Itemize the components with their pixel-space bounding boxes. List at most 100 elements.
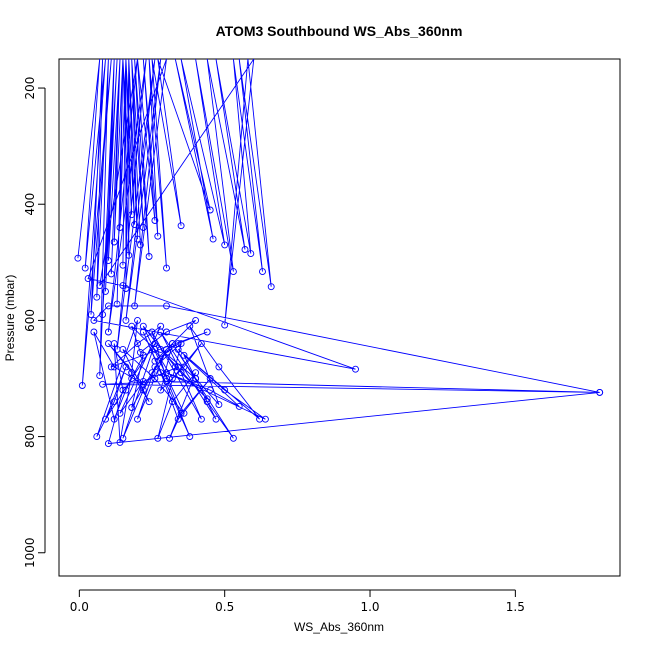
data-point [107, 363, 115, 371]
data-point [113, 300, 121, 308]
data-point [145, 398, 153, 406]
data-point [229, 434, 237, 442]
data-layer [74, 59, 604, 448]
data-point [119, 261, 127, 269]
data-point [96, 372, 104, 380]
data-point [352, 365, 359, 373]
data-point [163, 369, 170, 377]
data-point [134, 316, 141, 324]
data-point [74, 254, 82, 262]
y-tick-label: 200 [23, 77, 37, 100]
data-point [163, 264, 170, 272]
data-point [209, 235, 217, 243]
data-point [177, 340, 185, 348]
data-point [87, 311, 95, 319]
data-point [177, 409, 185, 417]
data-point [78, 382, 86, 389]
series-line [77, 59, 600, 445]
y-axis-label: Pressure (mbar) [3, 275, 17, 362]
data-point [99, 311, 107, 319]
y-tick-label: 800 [23, 425, 37, 448]
data-point [256, 415, 264, 423]
data-point [90, 328, 98, 336]
data-point [163, 328, 170, 336]
data-point [128, 404, 136, 411]
data-point [116, 409, 124, 417]
data-point [166, 434, 173, 442]
data-point [157, 322, 165, 330]
data-point [122, 316, 130, 324]
data-point [128, 211, 136, 219]
data-point [203, 328, 211, 336]
data-point [221, 321, 229, 329]
data-point [148, 328, 156, 336]
data-point [145, 253, 153, 260]
data-point [206, 206, 214, 214]
data-point [168, 375, 176, 382]
data-point [81, 264, 89, 272]
data-point [203, 395, 211, 403]
data-point [93, 433, 101, 441]
data-point [119, 282, 127, 290]
data-point [93, 293, 101, 301]
data-point [139, 322, 147, 330]
data-point [102, 415, 109, 423]
data-point [177, 369, 185, 377]
data-point [154, 232, 162, 240]
data-point [90, 316, 98, 324]
y-tick-label: 600 [23, 309, 37, 332]
x-tick-label: 1.0 [360, 600, 379, 614]
data-point [102, 287, 109, 295]
data-point [171, 363, 179, 371]
data-point [180, 409, 188, 417]
data-point [163, 377, 170, 385]
data-point [206, 386, 214, 394]
data-point [157, 386, 165, 394]
data-point [247, 250, 255, 258]
data-point [104, 302, 112, 310]
data-point [131, 221, 139, 229]
data-point [139, 377, 147, 385]
data-point [215, 401, 223, 409]
data-point [151, 345, 159, 353]
data-point [267, 283, 275, 291]
data-point [110, 238, 118, 246]
data-point [174, 415, 182, 423]
y-tick-label: 1000 [23, 537, 37, 568]
data-point [96, 282, 104, 290]
data-point [148, 369, 156, 377]
data-point [203, 398, 211, 406]
data-point [122, 363, 130, 371]
data-point [134, 340, 141, 348]
data-point [168, 398, 176, 406]
data-point [104, 257, 112, 265]
data-point [163, 302, 170, 310]
data-point [136, 348, 144, 356]
data-point [107, 270, 115, 278]
data-point [104, 440, 112, 448]
data-point [122, 386, 130, 394]
data-point [596, 388, 604, 396]
data-point [110, 415, 118, 423]
data-point [104, 340, 112, 348]
data-point [99, 380, 107, 388]
data-point [215, 363, 223, 371]
data-point [139, 224, 147, 231]
data-point [180, 351, 188, 359]
data-point [197, 415, 205, 423]
x-tick-label: 0.5 [215, 600, 234, 614]
data-point [151, 217, 159, 224]
axes: 0.0 0.5 1.0 1.5 200 400 600 800 1000 [23, 77, 525, 614]
data-point [186, 322, 194, 330]
data-point [119, 345, 127, 353]
data-point [110, 398, 118, 406]
data-point [221, 241, 229, 249]
data-point [206, 375, 214, 382]
data-point [104, 328, 112, 336]
data-point [134, 235, 141, 243]
data-point [119, 434, 127, 442]
data-point [174, 340, 182, 348]
chart-title: ATOM3 Southbound WS_Abs_360nm [216, 23, 463, 39]
data-point [128, 322, 136, 330]
